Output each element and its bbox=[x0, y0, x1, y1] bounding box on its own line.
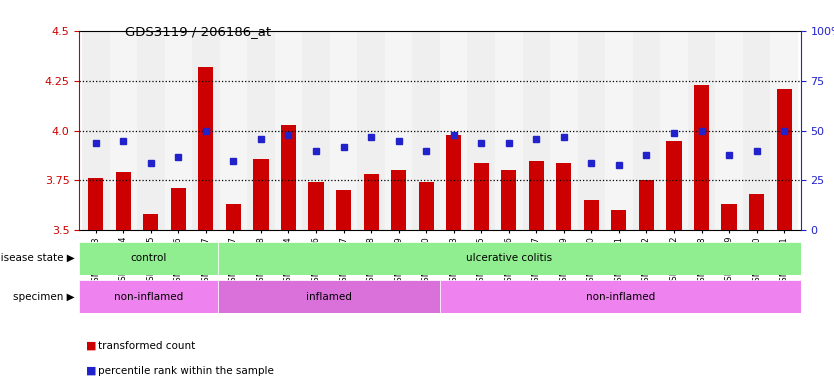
Bar bbox=[529, 161, 544, 230]
Bar bbox=[446, 134, 461, 230]
Bar bbox=[550, 31, 578, 230]
Bar bbox=[639, 180, 654, 230]
Text: ulcerative colitis: ulcerative colitis bbox=[466, 253, 552, 263]
Bar bbox=[523, 31, 550, 230]
Bar bbox=[218, 280, 440, 313]
Text: percentile rank within the sample: percentile rank within the sample bbox=[98, 366, 274, 376]
Bar bbox=[474, 162, 489, 230]
Bar bbox=[578, 31, 605, 230]
Bar bbox=[743, 31, 771, 230]
Bar bbox=[357, 31, 384, 230]
Bar bbox=[143, 214, 158, 230]
Bar bbox=[137, 31, 164, 230]
Bar bbox=[721, 204, 736, 230]
Bar bbox=[633, 31, 661, 230]
Bar bbox=[218, 242, 801, 275]
Text: inflamed: inflamed bbox=[306, 291, 352, 302]
Bar bbox=[88, 179, 103, 230]
Bar bbox=[440, 31, 468, 230]
Bar bbox=[274, 31, 302, 230]
Bar bbox=[661, 31, 688, 230]
Bar bbox=[254, 159, 269, 230]
Bar bbox=[501, 170, 516, 230]
Bar bbox=[556, 162, 571, 230]
Bar bbox=[412, 31, 440, 230]
Bar bbox=[666, 141, 681, 230]
Bar bbox=[226, 204, 241, 230]
Bar bbox=[198, 67, 214, 230]
Text: specimen ▶: specimen ▶ bbox=[13, 291, 75, 302]
Bar bbox=[309, 182, 324, 230]
Bar bbox=[116, 172, 131, 230]
Bar bbox=[109, 31, 137, 230]
Bar bbox=[584, 200, 599, 230]
Bar bbox=[391, 170, 406, 230]
Bar bbox=[329, 31, 357, 230]
Bar bbox=[440, 280, 801, 313]
Text: transformed count: transformed count bbox=[98, 341, 195, 351]
Bar bbox=[171, 189, 186, 230]
Bar bbox=[364, 174, 379, 230]
Bar bbox=[336, 190, 351, 230]
Bar bbox=[716, 31, 743, 230]
Text: control: control bbox=[130, 253, 167, 263]
Bar bbox=[384, 31, 412, 230]
Bar bbox=[247, 31, 274, 230]
Text: ■: ■ bbox=[86, 366, 97, 376]
Bar bbox=[219, 31, 247, 230]
Bar bbox=[694, 84, 709, 230]
Bar bbox=[605, 31, 633, 230]
Bar bbox=[771, 31, 798, 230]
Text: GDS3119 / 206186_at: GDS3119 / 206186_at bbox=[125, 25, 271, 38]
Bar bbox=[79, 280, 218, 313]
Text: non-inflamed: non-inflamed bbox=[114, 291, 183, 302]
Bar bbox=[79, 242, 218, 275]
Bar bbox=[82, 31, 109, 230]
Bar bbox=[302, 31, 329, 230]
Bar bbox=[468, 31, 495, 230]
Bar bbox=[749, 194, 764, 230]
Bar bbox=[419, 182, 434, 230]
Bar bbox=[192, 31, 219, 230]
Text: ■: ■ bbox=[86, 341, 97, 351]
Text: disease state ▶: disease state ▶ bbox=[0, 253, 75, 263]
Bar bbox=[611, 210, 626, 230]
Bar bbox=[164, 31, 192, 230]
Text: non-inflamed: non-inflamed bbox=[585, 291, 655, 302]
Bar bbox=[281, 124, 296, 230]
Bar bbox=[688, 31, 716, 230]
Bar bbox=[776, 89, 791, 230]
Bar bbox=[495, 31, 523, 230]
